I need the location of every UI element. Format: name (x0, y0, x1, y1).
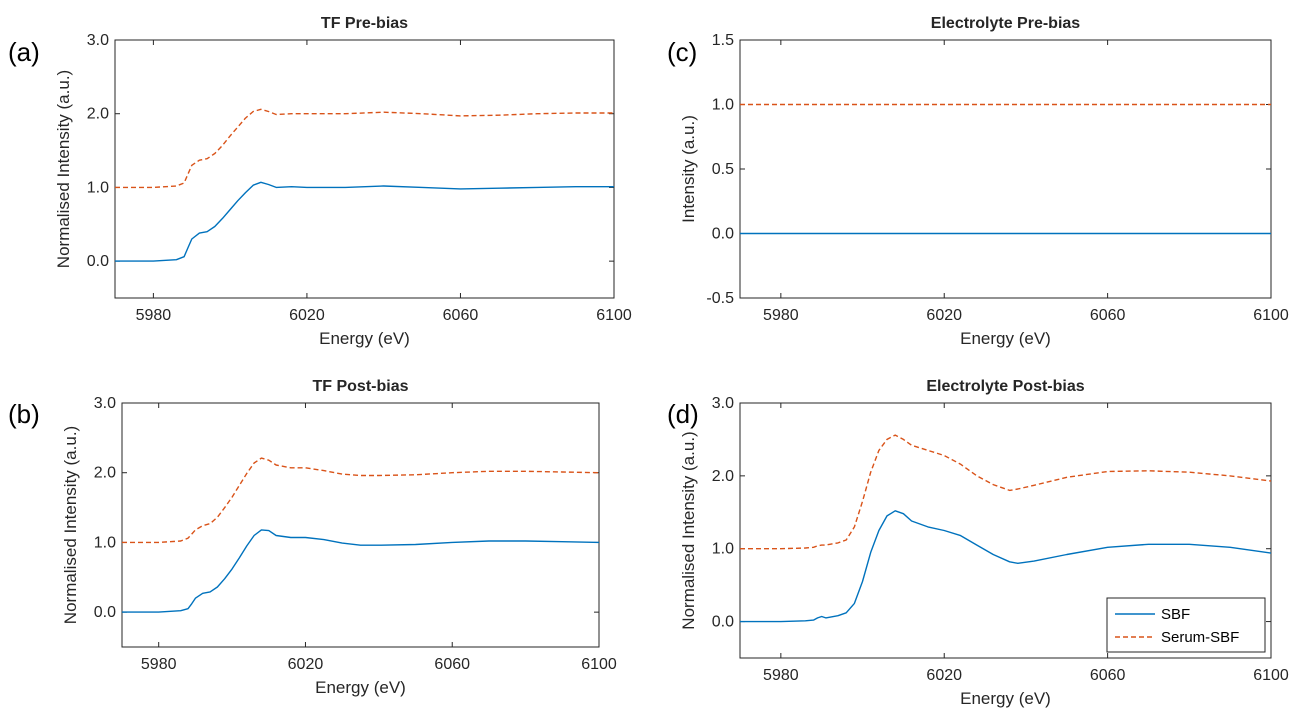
y-tick-label: 3.0 (712, 395, 734, 412)
panel-title: Electrolyte Post-bias (926, 378, 1084, 395)
axes-box (121, 402, 600, 648)
x-tick-label: 6060 (443, 307, 479, 324)
y-tick-label: 0.0 (87, 253, 109, 270)
series-line-sbf (115, 181, 614, 262)
y-tick-label: 0.5 (712, 161, 734, 178)
y-tick-label: 2.0 (87, 106, 109, 123)
y-tick-label: 1.5 (712, 32, 734, 49)
series-line-serum-sbf (115, 108, 614, 189)
legend-label: Serum-SBF (1161, 629, 1239, 646)
x-axis-label: Energy (eV) (960, 329, 1051, 348)
series-line-sbf (740, 510, 1271, 623)
panel-title: TF Post-bias (312, 378, 408, 395)
x-tick-label: 6060 (434, 656, 470, 673)
y-tick-label: 3.0 (94, 395, 116, 412)
x-tick-label: 6020 (926, 667, 962, 684)
panel-b: 5980 6020 6060 6100 0.0 1.0 2.0 3.0 TF Post-bias… (8, 378, 617, 697)
y-tick-label: 2.0 (712, 468, 734, 485)
legend-box (1106, 597, 1266, 653)
y-axis-label: Normalised Intensity (a.u.) (54, 70, 73, 268)
x-tick-label: 6020 (926, 307, 962, 324)
panel-label: (a) (8, 37, 40, 67)
x-tick-label: 5980 (763, 667, 799, 684)
y-axis-label: Normalised Intensity (a.u.) (61, 426, 80, 624)
panel-label: (c) (667, 37, 697, 67)
x-tick-label: 6100 (581, 656, 617, 673)
panel-c: 5980 6020 6060 6100 -0.5 0.0 0.5 1.0 1.5 Electrol… (667, 15, 1289, 348)
x-tick-label: 5980 (141, 656, 177, 673)
y-tick-label: 3.0 (87, 32, 109, 49)
panel-title: TF Pre-bias (321, 15, 408, 32)
legend: SBF Serum-SBF (1106, 597, 1266, 653)
y-tick-label: -0.5 (706, 290, 734, 307)
x-tick-label: 6100 (1253, 667, 1289, 684)
x-axis-label: Energy (eV) (315, 678, 406, 697)
y-axis-label: Normalised Intensity (a.u.) (679, 431, 698, 629)
x-tick-label: 6100 (1253, 307, 1289, 324)
x-tick-label: 6020 (288, 656, 324, 673)
x-tick-label: 5980 (136, 307, 172, 324)
panel-label: (d) (667, 399, 699, 429)
y-axis-label: Intensity (a.u.) (679, 115, 698, 223)
x-axis-label: Energy (eV) (960, 689, 1051, 708)
y-tick-label: 1.0 (87, 179, 109, 196)
series-line-sbf (122, 529, 599, 613)
x-tick-label: 6060 (1090, 667, 1126, 684)
y-tick-label: 0.0 (94, 604, 116, 621)
legend-label: SBF (1161, 606, 1190, 623)
x-tick-label: 5980 (763, 307, 799, 324)
axes-box (114, 39, 615, 299)
y-tick-label: 1.0 (712, 541, 734, 558)
axes-box (739, 39, 1272, 299)
y-tick-label: 0.0 (712, 226, 734, 243)
x-tick-label: 6100 (596, 307, 632, 324)
panel-label: (b) (8, 399, 40, 429)
panel-title: Electrolyte Pre-bias (931, 15, 1081, 32)
y-tick-label: 0.0 (712, 614, 734, 631)
x-axis-label: Energy (eV) (319, 329, 410, 348)
axes-box (739, 402, 1272, 659)
series-line-serum-sbf (740, 434, 1271, 550)
x-tick-label: 6060 (1090, 307, 1126, 324)
series-line-serum-sbf (122, 457, 599, 544)
y-tick-label: 2.0 (94, 465, 116, 482)
y-tick-label: 1.0 (94, 534, 116, 551)
y-tick-label: 1.0 (712, 97, 734, 114)
panel-d: 5980 6020 6060 6100 0.0 1.0 2.0 3.0 Electrolyte … (667, 378, 1289, 708)
x-tick-label: 6020 (289, 307, 325, 324)
panel-a: 5980 6020 6060 6100 0.0 1.0 2.0 3.0 TF Pre-bias E… (8, 15, 632, 348)
